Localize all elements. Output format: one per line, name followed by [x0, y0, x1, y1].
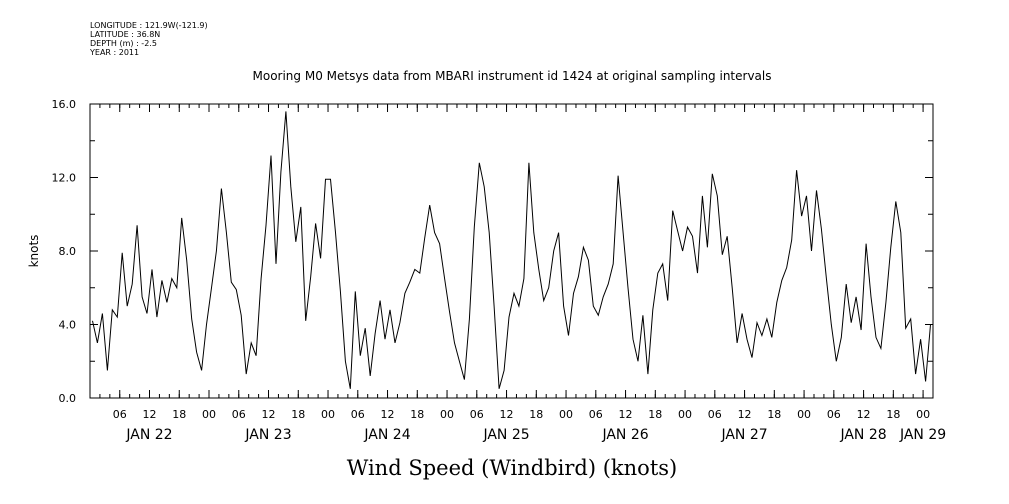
longitude-label: LONGITUDE : 121.9W(-121.9) [90, 21, 208, 30]
x-day-label: JAN 24 [363, 427, 410, 443]
x-hour-label: 18 [886, 408, 900, 421]
x-hour-label: 06 [113, 408, 127, 421]
x-hour-label: 06 [589, 408, 603, 421]
depth-label: DEPTH (m) : -2.5 [90, 39, 157, 48]
x-hour-label: 06 [232, 408, 246, 421]
x-hour-label: 06 [351, 408, 365, 421]
x-hour-label: 12 [381, 408, 395, 421]
x-day-label: JAN 25 [482, 427, 529, 443]
year-label: YEAR : 2011 [90, 48, 140, 57]
y-tick-label: 4.0 [59, 319, 77, 332]
x-hour-label: 12 [857, 408, 871, 421]
y-axis: 0.0 4.0 8.0 12.0 16.0 [52, 98, 933, 405]
x-day-label: JAN 23 [244, 427, 291, 443]
x-day-label: JAN 26 [601, 427, 648, 443]
x-hour-label: 12 [619, 408, 633, 421]
metadata-block: LONGITUDE : 121.9W(-121.9) LATITUDE : 36… [90, 21, 208, 57]
x-hour-label: 00 [440, 408, 454, 421]
x-day-label: JAN 29 [899, 427, 946, 443]
x-hour-label: 12 [738, 408, 752, 421]
x-hour-label: 18 [172, 408, 186, 421]
latitude-label: LATITUDE : 36.8N [90, 30, 161, 39]
x-hour-label: 00 [559, 408, 573, 421]
x-hour-label: 06 [708, 408, 722, 421]
x-day-label: JAN 22 [125, 427, 172, 443]
chart-title: Mooring M0 Metsys data from MBARI instru… [253, 69, 772, 83]
x-hour-label: 00 [916, 408, 930, 421]
x-hour-label: 00 [321, 408, 335, 421]
x-hour-label: 00 [678, 408, 692, 421]
y-axis-label: knots [27, 235, 41, 268]
x-hour-label: 12 [262, 408, 276, 421]
x-hour-label: 12 [143, 408, 157, 421]
x-hour-label: 18 [648, 408, 662, 421]
y-tick-label: 12.0 [52, 172, 77, 185]
x-hour-label: 18 [291, 408, 305, 421]
y-tick-label: 0.0 [59, 392, 77, 405]
x-hour-label: 06 [827, 408, 841, 421]
x-hour-label: 18 [410, 408, 424, 421]
x-hour-label: 06 [470, 408, 484, 421]
wind-speed-series-line [92, 111, 931, 389]
y-tick-label: 8.0 [59, 245, 77, 258]
x-axis-label: Wind Speed (Windbird) (knots) [347, 456, 677, 480]
x-axis: 06 12 18 00 06 12 18 00 06 12 18 00 06 12 18 00 06 12 18 00… [89, 104, 946, 443]
x-hour-label: 12 [500, 408, 514, 421]
x-day-label: JAN 28 [839, 427, 886, 443]
y-tick-label: 16.0 [52, 98, 77, 111]
x-hour-label: 00 [797, 408, 811, 421]
x-hour-label: 18 [529, 408, 543, 421]
x-day-label: JAN 27 [720, 427, 767, 443]
x-hour-label: 18 [767, 408, 781, 421]
x-hour-label: 00 [202, 408, 216, 421]
